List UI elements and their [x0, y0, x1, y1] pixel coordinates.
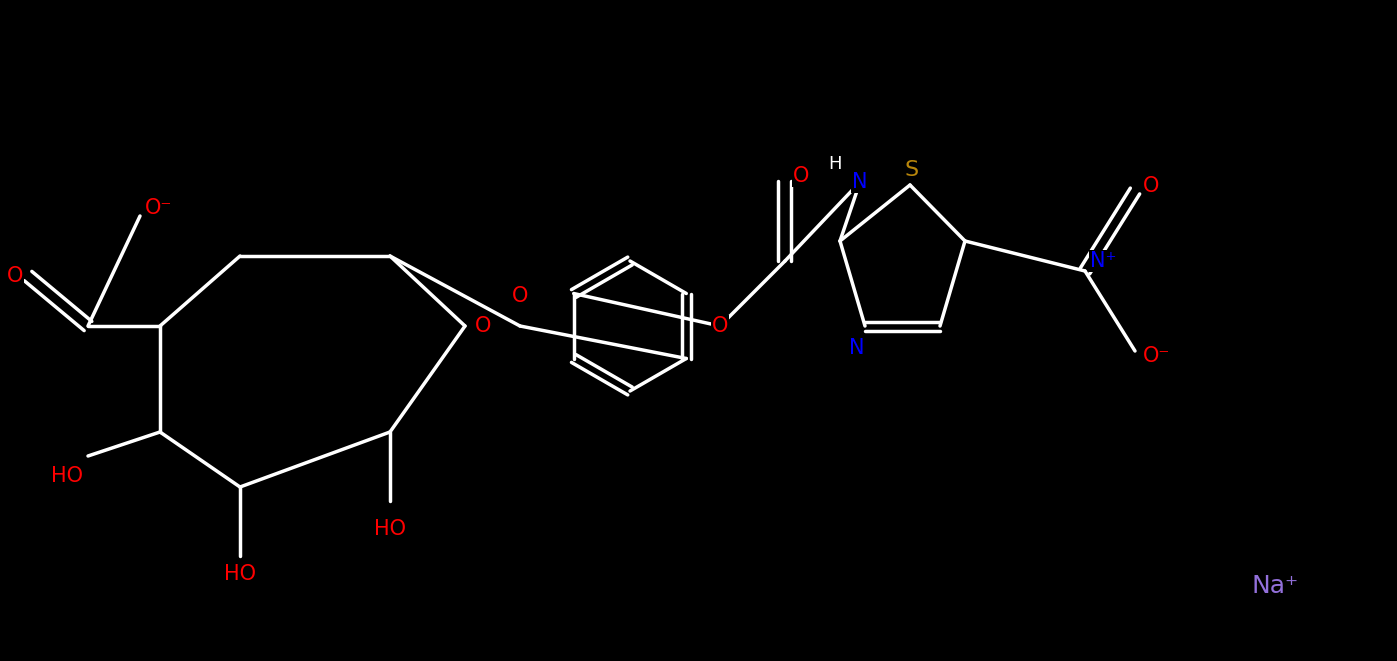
Text: HO: HO — [52, 466, 82, 486]
Text: O: O — [7, 266, 22, 286]
Text: HO: HO — [374, 519, 407, 539]
Text: N: N — [849, 338, 865, 358]
Text: S: S — [905, 160, 919, 180]
Text: O: O — [475, 316, 492, 336]
Text: HO: HO — [224, 564, 256, 584]
Text: O: O — [1143, 176, 1160, 196]
Text: N⁺: N⁺ — [1090, 251, 1116, 271]
Text: H: H — [828, 155, 842, 173]
Text: N: N — [852, 172, 868, 192]
Text: O⁻: O⁻ — [145, 198, 172, 218]
Text: O: O — [511, 286, 528, 306]
Text: O⁻: O⁻ — [1143, 346, 1171, 366]
Text: O: O — [793, 166, 809, 186]
Text: Na⁺: Na⁺ — [1252, 574, 1299, 598]
Text: O: O — [712, 316, 728, 336]
